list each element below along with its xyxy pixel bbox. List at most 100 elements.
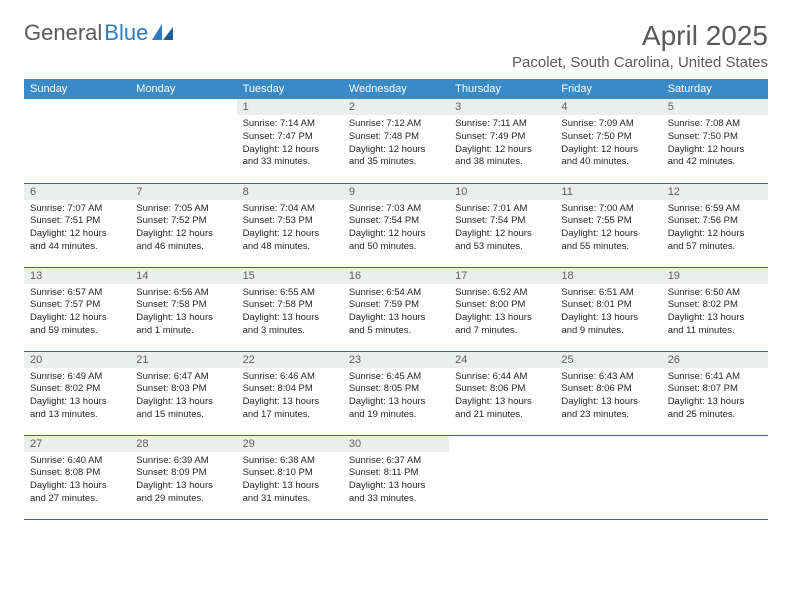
weekday-header: Tuesday bbox=[237, 79, 343, 99]
calendar-cell: 6Sunrise: 7:07 AMSunset: 7:51 PMDaylight… bbox=[24, 183, 130, 267]
day-number: 8 bbox=[237, 184, 343, 200]
calendar-cell: 9Sunrise: 7:03 AMSunset: 7:54 PMDaylight… bbox=[343, 183, 449, 267]
day-number: 10 bbox=[449, 184, 555, 200]
day-details: Sunrise: 6:57 AMSunset: 7:57 PMDaylight:… bbox=[24, 284, 130, 342]
weekday-header: Monday bbox=[130, 79, 236, 99]
calendar-cell bbox=[130, 99, 236, 183]
day-details: Sunrise: 6:39 AMSunset: 8:09 PMDaylight:… bbox=[130, 452, 236, 510]
day-number: 24 bbox=[449, 352, 555, 368]
calendar-cell: 29Sunrise: 6:38 AMSunset: 8:10 PMDayligh… bbox=[237, 435, 343, 519]
day-details: Sunrise: 7:03 AMSunset: 7:54 PMDaylight:… bbox=[343, 200, 449, 258]
day-number: 14 bbox=[130, 268, 236, 284]
day-details: Sunrise: 7:05 AMSunset: 7:52 PMDaylight:… bbox=[130, 200, 236, 258]
day-details: Sunrise: 7:01 AMSunset: 7:54 PMDaylight:… bbox=[449, 200, 555, 258]
day-number: 19 bbox=[662, 268, 768, 284]
calendar-cell: 22Sunrise: 6:46 AMSunset: 8:04 PMDayligh… bbox=[237, 351, 343, 435]
weekday-header: Sunday bbox=[24, 79, 130, 99]
day-details: Sunrise: 7:14 AMSunset: 7:47 PMDaylight:… bbox=[237, 115, 343, 173]
day-number: 22 bbox=[237, 352, 343, 368]
calendar-cell: 5Sunrise: 7:08 AMSunset: 7:50 PMDaylight… bbox=[662, 99, 768, 183]
calendar-cell: 28Sunrise: 6:39 AMSunset: 8:09 PMDayligh… bbox=[130, 435, 236, 519]
day-number: 1 bbox=[237, 99, 343, 115]
logo-text-general: General bbox=[24, 20, 102, 46]
day-number: 13 bbox=[24, 268, 130, 284]
day-number: 27 bbox=[24, 436, 130, 452]
calendar-cell: 20Sunrise: 6:49 AMSunset: 8:02 PMDayligh… bbox=[24, 351, 130, 435]
day-number: 15 bbox=[237, 268, 343, 284]
day-number: 3 bbox=[449, 99, 555, 115]
day-details: Sunrise: 7:04 AMSunset: 7:53 PMDaylight:… bbox=[237, 200, 343, 258]
day-details: Sunrise: 6:55 AMSunset: 7:58 PMDaylight:… bbox=[237, 284, 343, 342]
day-details: Sunrise: 6:46 AMSunset: 8:04 PMDaylight:… bbox=[237, 368, 343, 426]
day-details: Sunrise: 6:40 AMSunset: 8:08 PMDaylight:… bbox=[24, 452, 130, 510]
day-details: Sunrise: 6:50 AMSunset: 8:02 PMDaylight:… bbox=[662, 284, 768, 342]
calendar-cell bbox=[449, 435, 555, 519]
day-details: Sunrise: 6:49 AMSunset: 8:02 PMDaylight:… bbox=[24, 368, 130, 426]
day-details: Sunrise: 6:37 AMSunset: 8:11 PMDaylight:… bbox=[343, 452, 449, 510]
calendar-cell: 26Sunrise: 6:41 AMSunset: 8:07 PMDayligh… bbox=[662, 351, 768, 435]
calendar-cell: 30Sunrise: 6:37 AMSunset: 8:11 PMDayligh… bbox=[343, 435, 449, 519]
logo-text-blue: Blue bbox=[104, 20, 148, 46]
calendar-cell: 3Sunrise: 7:11 AMSunset: 7:49 PMDaylight… bbox=[449, 99, 555, 183]
day-details: Sunrise: 7:07 AMSunset: 7:51 PMDaylight:… bbox=[24, 200, 130, 258]
day-number: 29 bbox=[237, 436, 343, 452]
calendar-cell: 18Sunrise: 6:51 AMSunset: 8:01 PMDayligh… bbox=[555, 267, 661, 351]
day-number: 21 bbox=[130, 352, 236, 368]
day-number: 20 bbox=[24, 352, 130, 368]
day-number: 4 bbox=[555, 99, 661, 115]
logo: GeneralBlue bbox=[24, 20, 174, 46]
day-number: 5 bbox=[662, 99, 768, 115]
calendar-cell: 8Sunrise: 7:04 AMSunset: 7:53 PMDaylight… bbox=[237, 183, 343, 267]
day-number: 18 bbox=[555, 268, 661, 284]
calendar-cell: 27Sunrise: 6:40 AMSunset: 8:08 PMDayligh… bbox=[24, 435, 130, 519]
logo-sail-icon bbox=[152, 24, 174, 42]
day-number: 12 bbox=[662, 184, 768, 200]
day-details: Sunrise: 7:11 AMSunset: 7:49 PMDaylight:… bbox=[449, 115, 555, 173]
day-details: Sunrise: 6:43 AMSunset: 8:06 PMDaylight:… bbox=[555, 368, 661, 426]
calendar-cell: 21Sunrise: 6:47 AMSunset: 8:03 PMDayligh… bbox=[130, 351, 236, 435]
title-block: April 2025 Pacolet, South Carolina, Unit… bbox=[512, 20, 768, 71]
day-number: 16 bbox=[343, 268, 449, 284]
weekday-header: Thursday bbox=[449, 79, 555, 99]
day-details: Sunrise: 6:51 AMSunset: 8:01 PMDaylight:… bbox=[555, 284, 661, 342]
day-details: Sunrise: 6:45 AMSunset: 8:05 PMDaylight:… bbox=[343, 368, 449, 426]
day-number: 9 bbox=[343, 184, 449, 200]
calendar-cell: 10Sunrise: 7:01 AMSunset: 7:54 PMDayligh… bbox=[449, 183, 555, 267]
calendar-cell: 17Sunrise: 6:52 AMSunset: 8:00 PMDayligh… bbox=[449, 267, 555, 351]
calendar-cell bbox=[555, 435, 661, 519]
day-details: Sunrise: 6:47 AMSunset: 8:03 PMDaylight:… bbox=[130, 368, 236, 426]
calendar-cell: 14Sunrise: 6:56 AMSunset: 7:58 PMDayligh… bbox=[130, 267, 236, 351]
calendar-cell: 13Sunrise: 6:57 AMSunset: 7:57 PMDayligh… bbox=[24, 267, 130, 351]
day-details: Sunrise: 6:44 AMSunset: 8:06 PMDaylight:… bbox=[449, 368, 555, 426]
day-number: 2 bbox=[343, 99, 449, 115]
day-details: Sunrise: 6:59 AMSunset: 7:56 PMDaylight:… bbox=[662, 200, 768, 258]
day-details: Sunrise: 6:41 AMSunset: 8:07 PMDaylight:… bbox=[662, 368, 768, 426]
calendar-table: SundayMondayTuesdayWednesdayThursdayFrid… bbox=[24, 79, 768, 520]
weekday-header: Saturday bbox=[662, 79, 768, 99]
calendar-cell: 19Sunrise: 6:50 AMSunset: 8:02 PMDayligh… bbox=[662, 267, 768, 351]
day-number: 23 bbox=[343, 352, 449, 368]
calendar-cell bbox=[662, 435, 768, 519]
calendar-cell bbox=[24, 99, 130, 183]
calendar-cell: 1Sunrise: 7:14 AMSunset: 7:47 PMDaylight… bbox=[237, 99, 343, 183]
day-details: Sunrise: 6:38 AMSunset: 8:10 PMDaylight:… bbox=[237, 452, 343, 510]
day-number: 6 bbox=[24, 184, 130, 200]
day-details: Sunrise: 7:08 AMSunset: 7:50 PMDaylight:… bbox=[662, 115, 768, 173]
day-number: 30 bbox=[343, 436, 449, 452]
day-number: 28 bbox=[130, 436, 236, 452]
day-details: Sunrise: 7:00 AMSunset: 7:55 PMDaylight:… bbox=[555, 200, 661, 258]
location-label: Pacolet, South Carolina, United States bbox=[512, 54, 768, 71]
calendar-cell: 12Sunrise: 6:59 AMSunset: 7:56 PMDayligh… bbox=[662, 183, 768, 267]
day-details: Sunrise: 7:12 AMSunset: 7:48 PMDaylight:… bbox=[343, 115, 449, 173]
day-details: Sunrise: 6:56 AMSunset: 7:58 PMDaylight:… bbox=[130, 284, 236, 342]
day-number: 7 bbox=[130, 184, 236, 200]
weekday-header: Friday bbox=[555, 79, 661, 99]
calendar-cell: 25Sunrise: 6:43 AMSunset: 8:06 PMDayligh… bbox=[555, 351, 661, 435]
day-number: 26 bbox=[662, 352, 768, 368]
calendar-cell: 2Sunrise: 7:12 AMSunset: 7:48 PMDaylight… bbox=[343, 99, 449, 183]
calendar-cell: 16Sunrise: 6:54 AMSunset: 7:59 PMDayligh… bbox=[343, 267, 449, 351]
calendar-cell: 24Sunrise: 6:44 AMSunset: 8:06 PMDayligh… bbox=[449, 351, 555, 435]
day-number: 25 bbox=[555, 352, 661, 368]
calendar-cell: 15Sunrise: 6:55 AMSunset: 7:58 PMDayligh… bbox=[237, 267, 343, 351]
day-details: Sunrise: 6:54 AMSunset: 7:59 PMDaylight:… bbox=[343, 284, 449, 342]
